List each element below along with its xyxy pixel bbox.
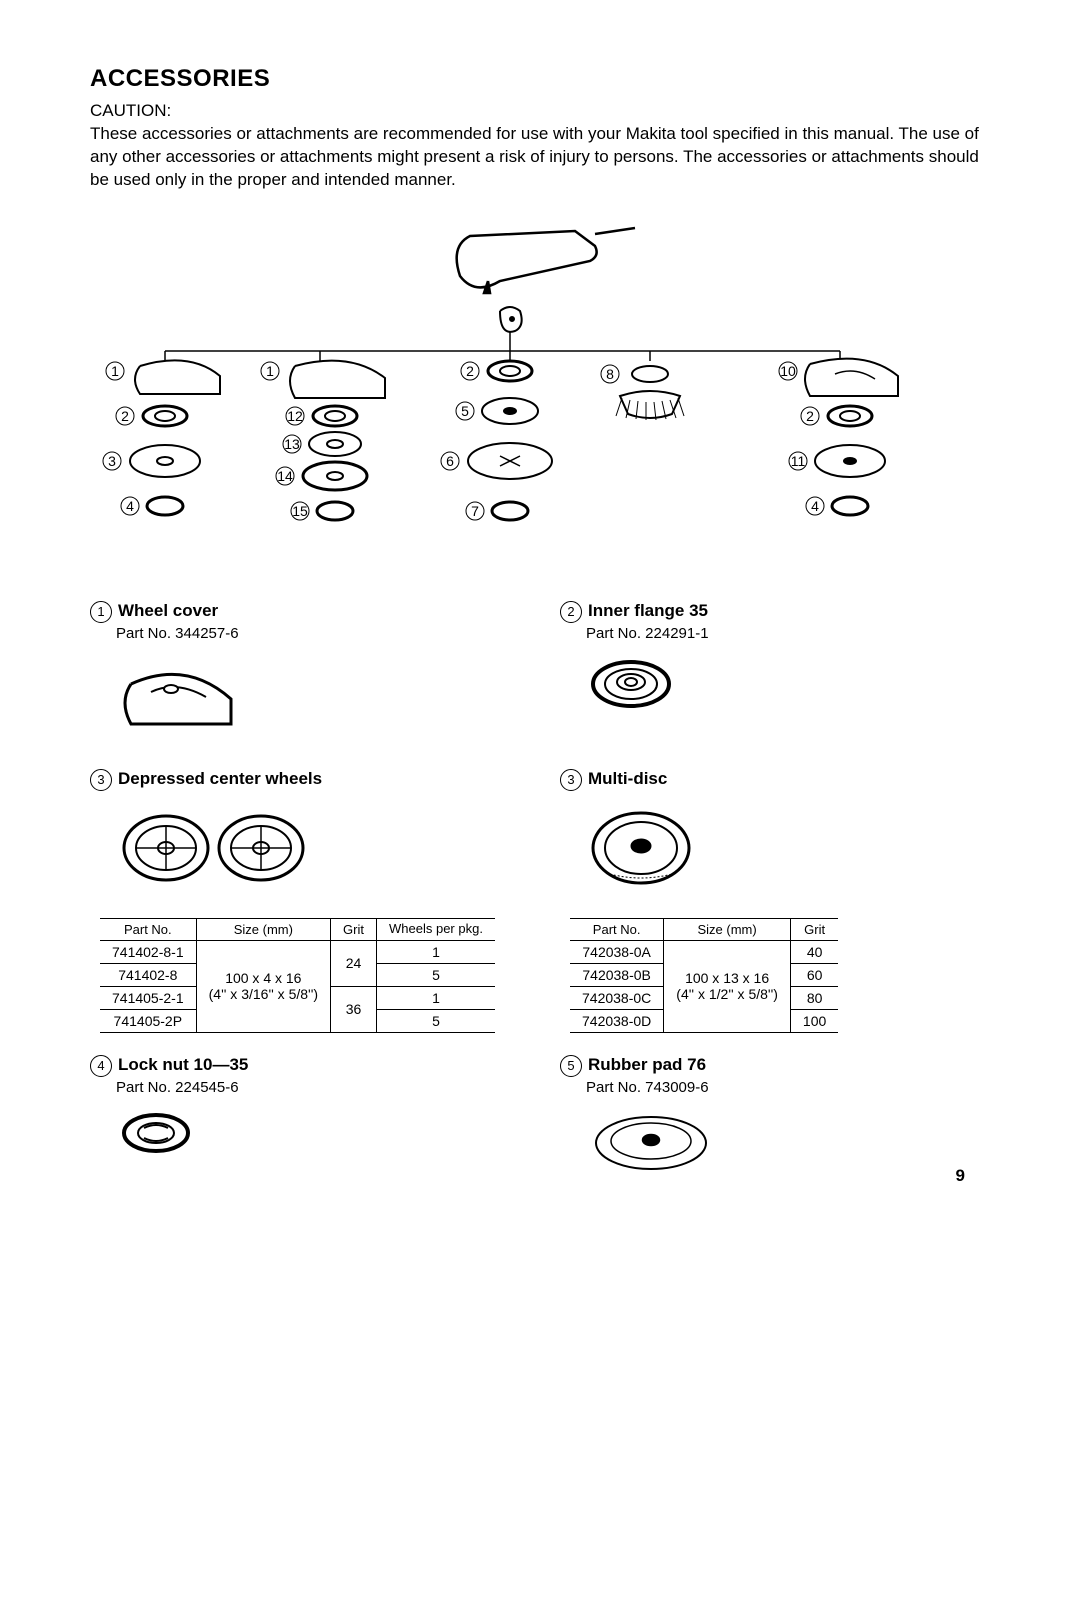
multidisc-icon: [586, 803, 990, 898]
locknut-icon: [116, 1108, 520, 1163]
svg-text:6: 6: [446, 453, 454, 469]
wheel-cover-icon: [116, 654, 520, 739]
svg-text:2: 2: [121, 408, 129, 424]
locknut-name: Lock nut 10—35: [118, 1055, 248, 1075]
circled-number: 1: [90, 601, 112, 623]
svg-text:3: 3: [108, 453, 116, 469]
multidisc-name: Multi-disc: [588, 769, 667, 789]
locknut-head: 4 Lock nut 10—35: [90, 1055, 520, 1077]
svg-text:2: 2: [806, 408, 814, 424]
page: ACCESSORIES CAUTION: These accessories o…: [0, 0, 1080, 1606]
rubberpad-icon: [586, 1108, 990, 1183]
intro-text: These accessories or attachments are rec…: [90, 123, 990, 192]
svg-text:13: 13: [284, 436, 300, 452]
multidisc-table: Part No. Size (mm) Grit 742038-0A100 x 1…: [570, 918, 838, 1033]
svg-text:1: 1: [111, 363, 119, 379]
inner-flange-name: Inner flange 35: [588, 601, 708, 621]
depressed-head: 3 Depressed center wheels: [90, 769, 520, 791]
caution-label: CAUTION:: [90, 101, 990, 121]
depressed-name: Depressed center wheels: [118, 769, 322, 789]
page-number: 9: [956, 1166, 965, 1186]
svg-text:4: 4: [126, 498, 134, 514]
svg-text:4: 4: [811, 498, 819, 514]
circled-number: 3: [90, 769, 112, 791]
depressed-table: Part No. Size (mm) Grit Wheels per pkg. …: [100, 918, 495, 1033]
depressed-wheels-icon: [116, 803, 520, 898]
svg-text:11: 11: [791, 453, 806, 469]
svg-text:7: 7: [471, 503, 479, 519]
svg-text:15: 15: [292, 503, 308, 519]
circled-number: 5: [560, 1055, 582, 1077]
items-row-2: 3 Depressed center wheels: [90, 769, 990, 1033]
svg-text:1: 1: [266, 363, 274, 379]
svg-text:2: 2: [466, 363, 474, 379]
wheel-cover-part: Part No. 344257-6: [116, 625, 520, 642]
svg-text:14: 14: [277, 468, 293, 484]
circled-number: 2: [560, 601, 582, 623]
inner-flange-icon: [586, 654, 990, 719]
wheel-cover-head: 1 Wheel cover: [90, 601, 520, 623]
locknut-part: Part No. 224545-6: [116, 1079, 520, 1096]
rubberpad-name: Rubber pad 76: [588, 1055, 706, 1075]
items-row-3: 4 Lock nut 10—35 Part No. 224545-6 5 Rub…: [90, 1055, 990, 1203]
inner-flange-part: Part No. 224291-1: [586, 625, 990, 642]
inner-flange-head: 2 Inner flange 35: [560, 601, 990, 623]
exploded-diagram: 1 2 3 4 1 12 13 14 15: [90, 216, 960, 546]
svg-text:10: 10: [780, 363, 796, 379]
svg-text:5: 5: [461, 403, 469, 419]
rubberpad-part: Part No. 743009-6: [586, 1079, 990, 1096]
wheel-cover-name: Wheel cover: [118, 601, 218, 621]
items-row-1: 1 Wheel cover Part No. 344257-6 2 Inner …: [90, 601, 990, 759]
svg-text:8: 8: [606, 366, 614, 382]
circled-number: 4: [90, 1055, 112, 1077]
rubberpad-head: 5 Rubber pad 76: [560, 1055, 990, 1077]
multidisc-head: 3 Multi-disc: [560, 769, 990, 791]
svg-text:12: 12: [287, 408, 303, 424]
page-title: ACCESSORIES: [90, 65, 990, 93]
circled-number: 3: [560, 769, 582, 791]
